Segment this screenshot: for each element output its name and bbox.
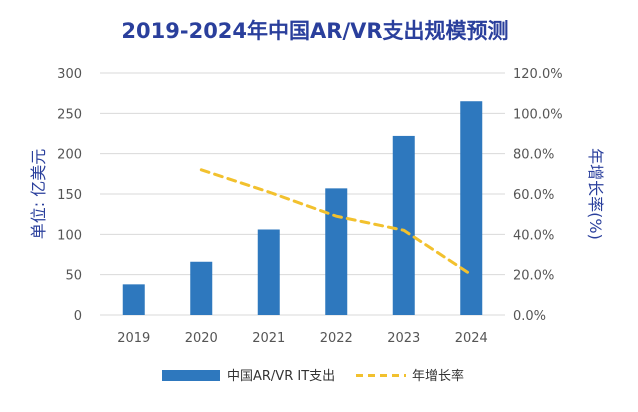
y2-tick-label: 20.0%	[513, 269, 554, 284]
right-axis-ticks: 0.0% 20.0% 40.0% 60.0% 80.0% 100.0% 120.0%	[513, 67, 563, 324]
x-axis-ticks: 2019 2020 2021 2022 2023 2024	[117, 331, 488, 346]
bar-2020	[190, 261, 213, 315]
left-axis-title: 单位: 亿美元	[29, 149, 48, 239]
x-tick-label: 2019	[117, 331, 150, 346]
y-tick-label: 250	[57, 107, 82, 122]
y-tick-label: 200	[57, 148, 82, 163]
y-tick-label: 50	[65, 269, 82, 284]
gridlines	[100, 72, 505, 316]
bar-2021	[257, 229, 280, 315]
y2-tick-label: 0.0%	[513, 309, 546, 324]
x-tick-label: 2023	[387, 331, 420, 346]
chart-title: 2019-2024年中国AR/VR支出规模预测	[121, 19, 508, 43]
y2-tick-label: 120.0%	[513, 67, 563, 82]
y-tick-label: 300	[57, 67, 82, 82]
legend-bar-swatch	[162, 370, 220, 381]
bar-2024	[460, 101, 483, 315]
y-tick-label: 100	[57, 228, 82, 243]
x-tick-label: 2024	[455, 331, 488, 346]
right-axis-title: 年增长率(%)	[586, 148, 605, 240]
y2-tick-label: 60.0%	[513, 188, 554, 203]
y2-tick-label: 80.0%	[513, 148, 554, 163]
growth-line-series	[199, 168, 473, 277]
x-tick-label: 2022	[320, 331, 353, 346]
y2-tick-label: 40.0%	[513, 228, 554, 243]
y2-tick-label: 100.0%	[513, 107, 563, 122]
legend-line-label: 年增长率	[412, 368, 464, 384]
bar-2023	[392, 135, 415, 315]
growth-rate-line	[199, 168, 473, 277]
legend: 中国AR/VR IT支出 年增长率	[162, 368, 464, 384]
legend-bar-label: 中国AR/VR IT支出	[227, 369, 335, 384]
x-tick-label: 2021	[252, 331, 285, 346]
y-tick-label: 0	[74, 309, 82, 324]
bar-series	[122, 101, 483, 315]
bar-2019	[122, 284, 145, 315]
left-axis-ticks: 0 50 100 150 200 250 300	[57, 67, 82, 324]
bar-2022	[325, 188, 348, 315]
x-tick-label: 2020	[185, 331, 218, 346]
y-tick-label: 150	[57, 188, 82, 203]
